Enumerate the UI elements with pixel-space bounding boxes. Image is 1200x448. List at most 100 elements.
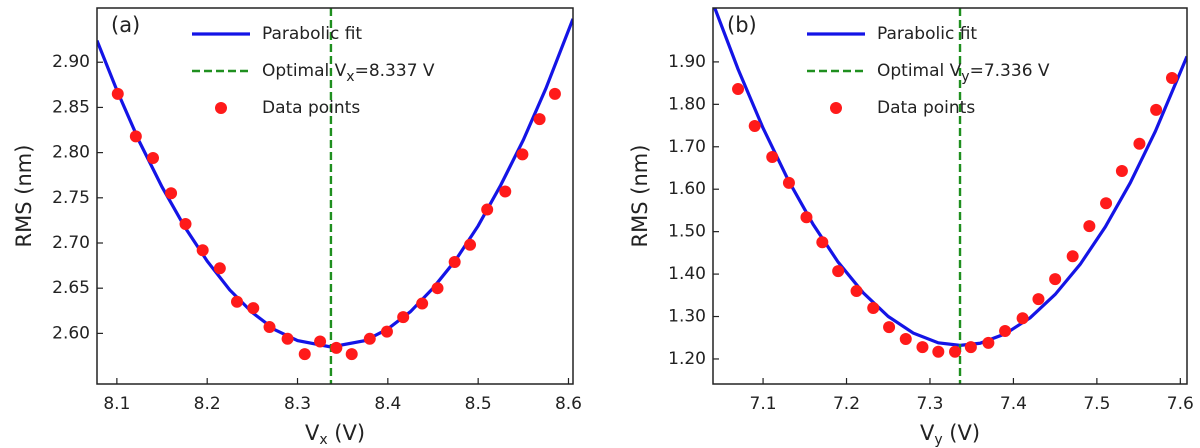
legend-label: Optimal Vx=8.337 V bbox=[262, 61, 435, 85]
data-point bbox=[732, 83, 745, 96]
data-point bbox=[179, 218, 192, 231]
legend-label-main: Optimal V bbox=[262, 61, 347, 81]
data-point bbox=[533, 113, 546, 126]
data-point bbox=[850, 285, 863, 298]
data-point bbox=[111, 87, 124, 100]
data-point bbox=[1133, 137, 1146, 150]
data-point bbox=[196, 244, 209, 257]
x-tick-label: 7.4 bbox=[1000, 394, 1027, 414]
legend-label-rest: =7.336 V bbox=[970, 61, 1050, 81]
plot-area bbox=[713, 8, 1187, 384]
data-point bbox=[1083, 220, 1096, 233]
data-point bbox=[363, 332, 376, 345]
data-point bbox=[481, 203, 494, 216]
legend-label: Optimal Vy=7.336 V bbox=[877, 61, 1050, 85]
data-point bbox=[1115, 164, 1128, 177]
data-point bbox=[782, 176, 795, 189]
y-tick-label: 1.30 bbox=[668, 307, 706, 327]
data-point bbox=[165, 187, 178, 200]
data-point bbox=[1049, 273, 1062, 286]
panel-label: (b) bbox=[727, 13, 757, 37]
data-point bbox=[247, 302, 260, 315]
data-point bbox=[816, 236, 829, 249]
data-point bbox=[766, 150, 779, 163]
data-point bbox=[832, 265, 845, 278]
panel: 2.60 2.65 2.70 2.75 2.80 2.85 2.90 8.1 8.2 8.3 8.4… bbox=[12, 7, 582, 448]
x-tick-label: 7.5 bbox=[1083, 394, 1110, 414]
y-axis-label: RMS (nm) bbox=[628, 145, 652, 248]
data-point bbox=[298, 348, 311, 361]
data-point bbox=[431, 282, 444, 295]
legend-label-rest: =8.337 V bbox=[355, 61, 435, 81]
data-point bbox=[964, 341, 977, 354]
y-tick-label: 2.65 bbox=[52, 278, 90, 298]
y-tick-label: 1.40 bbox=[668, 264, 706, 284]
data-point bbox=[448, 255, 461, 268]
y-tick-label: 2.85 bbox=[52, 97, 90, 117]
data-point bbox=[883, 321, 896, 334]
legend-dot bbox=[215, 102, 227, 114]
data-point bbox=[800, 211, 813, 224]
y-tick-label: 2.70 bbox=[52, 233, 90, 253]
y-axis-label: RMS (nm) bbox=[12, 145, 36, 248]
data-point bbox=[982, 336, 995, 349]
x-axis-label: Vy (V) bbox=[920, 421, 980, 448]
data-point bbox=[330, 341, 343, 354]
x-tick-label: 7.6 bbox=[1167, 394, 1194, 414]
panel: 1.20 1.30 1.40 1.50 1.60 1.70 1.80 1.90 7.1 7.2 7.… bbox=[628, 7, 1194, 448]
x-tick-label: 8.6 bbox=[555, 394, 582, 414]
legend-label: Data points bbox=[262, 98, 360, 118]
y-tick-label: 2.90 bbox=[52, 52, 90, 72]
data-point bbox=[1066, 250, 1079, 263]
data-point bbox=[129, 130, 142, 143]
data-point bbox=[213, 262, 226, 275]
x-axis-label: Vx (V) bbox=[305, 421, 365, 448]
data-point bbox=[397, 311, 410, 324]
legend-label-main: Optimal V bbox=[877, 61, 962, 81]
data-point bbox=[999, 324, 1012, 337]
data-point bbox=[345, 348, 358, 361]
data-point bbox=[932, 345, 945, 358]
data-point bbox=[949, 345, 962, 358]
x-tick-label: 7.3 bbox=[916, 394, 943, 414]
fit-line bbox=[713, 8, 1187, 347]
x-axis-label-sub: x bbox=[319, 432, 327, 448]
legend-label: Data points bbox=[877, 98, 975, 118]
legend-label: Parabolic fit bbox=[262, 24, 362, 44]
y-tick-label: 1.80 bbox=[668, 94, 706, 114]
y-tick-label: 1.20 bbox=[668, 349, 706, 369]
data-point bbox=[1032, 293, 1045, 306]
data-point bbox=[1150, 103, 1163, 116]
plot-area bbox=[97, 8, 573, 384]
axes-frame bbox=[96, 7, 574, 385]
data-point bbox=[748, 119, 761, 132]
data-point bbox=[548, 87, 561, 100]
x-axis-label-rest: (V) bbox=[943, 421, 980, 445]
x-axis-label-sub: y bbox=[934, 432, 942, 448]
legend-label-sub: x bbox=[346, 69, 354, 85]
data-point bbox=[464, 238, 477, 251]
data-point bbox=[380, 325, 393, 338]
data-point bbox=[314, 335, 327, 348]
y-tick-label: 1.50 bbox=[668, 222, 706, 242]
y-tick-label: 1.60 bbox=[668, 179, 706, 199]
x-axis-label-main: V bbox=[305, 421, 320, 445]
x-axis-label-rest: (V) bbox=[328, 421, 365, 445]
data-point bbox=[1165, 72, 1178, 85]
data-point bbox=[916, 341, 929, 354]
x-tick-label: 8.4 bbox=[374, 394, 401, 414]
legend-label: Parabolic fit bbox=[877, 24, 977, 44]
x-tick-label: 7.1 bbox=[750, 394, 777, 414]
data-point bbox=[867, 302, 880, 315]
legend-label-sub: y bbox=[961, 69, 969, 85]
x-tick-label: 8.5 bbox=[465, 394, 492, 414]
data-point bbox=[416, 297, 429, 310]
x-tick-label: 8.1 bbox=[103, 394, 130, 414]
y-tick-label: 1.90 bbox=[668, 52, 706, 72]
data-point bbox=[1100, 197, 1113, 210]
x-axis-label-main: V bbox=[920, 421, 935, 445]
data-point bbox=[231, 295, 243, 308]
y-tick-label: 2.75 bbox=[52, 188, 90, 208]
axes-frame bbox=[712, 7, 1188, 385]
